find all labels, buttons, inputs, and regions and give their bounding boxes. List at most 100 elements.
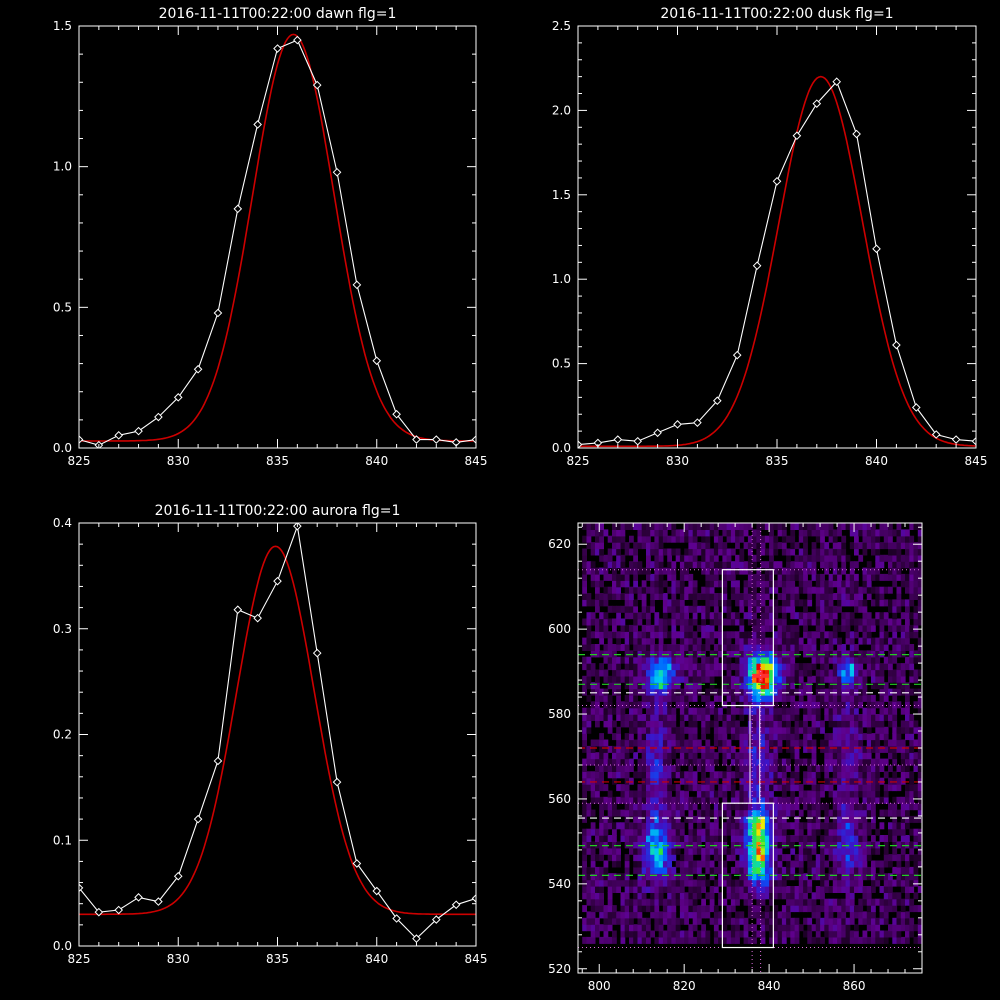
data-point bbox=[253, 120, 262, 129]
data-point bbox=[812, 99, 822, 108]
y-tick-label: 1.0 bbox=[552, 272, 571, 286]
y-tick-label: 0.5 bbox=[552, 357, 571, 371]
data-point bbox=[213, 756, 223, 766]
x-tick-label: 835 bbox=[266, 952, 289, 966]
y-tick-label: 1.5 bbox=[53, 19, 72, 33]
y-tick-label: 0.0 bbox=[53, 939, 72, 953]
data-point bbox=[193, 364, 203, 374]
x-tick-label: 830 bbox=[167, 952, 190, 966]
x-tick-label: 845 bbox=[465, 454, 488, 468]
data-point bbox=[213, 308, 223, 318]
fit-curve bbox=[79, 545, 476, 916]
connector-box bbox=[749, 705, 761, 804]
data-point bbox=[911, 403, 921, 412]
data-point bbox=[134, 893, 143, 902]
x-tick-label: 845 bbox=[465, 952, 488, 966]
y-tick-label: 540 bbox=[548, 877, 571, 891]
data-point bbox=[931, 430, 941, 439]
data-point bbox=[372, 886, 382, 896]
data-point bbox=[114, 905, 124, 915]
data-point bbox=[872, 244, 881, 254]
x-tick-label: 840 bbox=[758, 979, 781, 993]
overlay-lines bbox=[578, 523, 922, 973]
data-point bbox=[253, 613, 262, 623]
data-point bbox=[892, 340, 901, 350]
data-point bbox=[412, 435, 421, 444]
data-point bbox=[114, 431, 124, 440]
data-point bbox=[233, 605, 243, 615]
data-point bbox=[79, 883, 84, 893]
y-tick-label: 1.0 bbox=[53, 160, 72, 174]
data-point bbox=[633, 436, 643, 446]
y-tick-label: 560 bbox=[548, 792, 571, 806]
x-tick-label: 825 bbox=[567, 454, 590, 468]
x-tick-label: 860 bbox=[843, 979, 866, 993]
heatmap-image bbox=[582, 523, 922, 944]
panel-title: 2016-11-11T00:22:00 aurora flg=1 bbox=[155, 503, 401, 519]
data-line bbox=[578, 80, 976, 446]
data-point bbox=[154, 412, 163, 422]
panel-title: 2016-11-11T00:22:00 dawn flg=1 bbox=[159, 6, 397, 22]
data-point bbox=[971, 436, 976, 446]
data-point bbox=[312, 648, 322, 658]
data-point bbox=[852, 129, 861, 139]
data-point bbox=[352, 859, 362, 868]
data-point bbox=[372, 356, 382, 366]
data-point bbox=[693, 418, 702, 427]
x-tick-label: 840 bbox=[365, 454, 388, 468]
x-tick-label: 840 bbox=[865, 454, 888, 468]
y-tick-label: 2.5 bbox=[552, 19, 571, 33]
panel-3: 825 830 835 840 845 0.0 0.1 0.2 0.3 0.4 2016-11-11… bbox=[53, 503, 488, 966]
data-point bbox=[173, 871, 183, 881]
y-tick-label: 620 bbox=[548, 537, 571, 551]
data-point bbox=[79, 435, 84, 444]
data-point bbox=[312, 80, 322, 90]
y-tick-label: 520 bbox=[548, 962, 571, 976]
selection-box-1 bbox=[721, 802, 774, 949]
y-tick-label: 580 bbox=[548, 707, 571, 721]
data-line bbox=[79, 39, 476, 446]
data-point bbox=[712, 396, 722, 406]
y-tick-label: 2.0 bbox=[552, 103, 571, 117]
x-tick-label: 825 bbox=[68, 952, 91, 966]
data-point bbox=[613, 435, 623, 444]
data-point bbox=[431, 435, 441, 444]
data-point bbox=[832, 77, 842, 87]
x-tick-label: 835 bbox=[266, 454, 289, 468]
data-point bbox=[332, 167, 342, 177]
x-tick-label: 830 bbox=[167, 454, 190, 468]
data-point bbox=[193, 814, 203, 824]
x-tick-label: 825 bbox=[68, 454, 91, 468]
data-point bbox=[951, 435, 961, 444]
data-point bbox=[332, 777, 342, 787]
y-tick-label: 0.1 bbox=[53, 833, 72, 847]
data-point bbox=[273, 576, 282, 586]
x-tick-label: 800 bbox=[588, 979, 611, 993]
data-point bbox=[673, 420, 682, 429]
data-point bbox=[752, 261, 762, 271]
data-point bbox=[471, 435, 476, 444]
panel-title: 2016-11-11T00:22:00 dusk flg=1 bbox=[660, 6, 893, 22]
data-point bbox=[173, 393, 183, 402]
data-point bbox=[352, 280, 362, 290]
fit-curve bbox=[79, 33, 476, 442]
y-tick-label: 0.3 bbox=[53, 622, 72, 636]
data-point bbox=[94, 907, 104, 917]
y-tick-label: 0.4 bbox=[53, 516, 72, 530]
data-point bbox=[293, 35, 302, 45]
y-tick-label: 0.5 bbox=[53, 300, 72, 314]
y-tick-label: 0.0 bbox=[552, 441, 571, 455]
data-point bbox=[273, 44, 282, 53]
x-tick-label: 830 bbox=[666, 454, 689, 468]
data-point bbox=[233, 204, 243, 214]
panel-4: 800 820 840 860 520 540 560 580 600 620 bbox=[548, 522, 923, 993]
y-tick-label: 0.2 bbox=[53, 728, 72, 742]
data-point bbox=[772, 176, 782, 186]
fit-curve bbox=[578, 75, 976, 448]
data-point bbox=[134, 426, 143, 436]
panel-1: 825 830 835 840 845 0.0 0.5 1.0 1.5 2016-11-11T00… bbox=[53, 6, 488, 468]
data-point bbox=[653, 428, 662, 438]
x-tick-label: 845 bbox=[965, 454, 988, 468]
